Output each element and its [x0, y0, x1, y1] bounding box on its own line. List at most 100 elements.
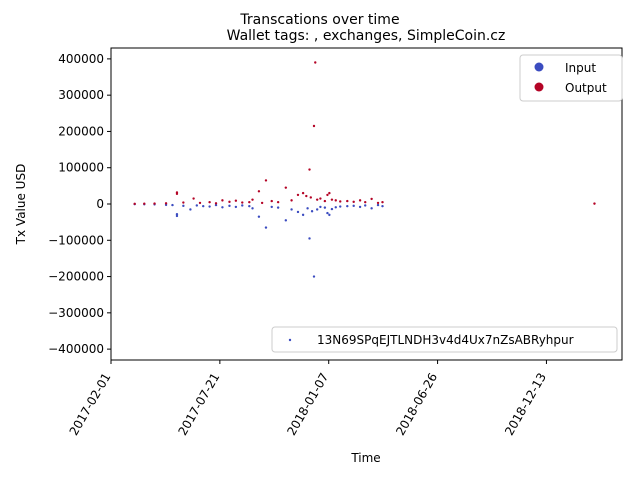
data-point-output [352, 200, 355, 204]
data-point-input [370, 207, 373, 210]
data-point-input [352, 204, 355, 208]
data-point-input [323, 206, 327, 209]
data-point-input [257, 215, 261, 218]
data-point-input [264, 226, 268, 229]
data-point-output [593, 202, 596, 205]
data-point-input [221, 206, 224, 209]
y-tick-label: 400000 [58, 52, 104, 66]
data-point-output [257, 190, 261, 193]
chart-suptitle: Transcations over time [239, 12, 399, 28]
y-tick-label: 200000 [58, 124, 104, 138]
data-point-output [309, 196, 312, 199]
y-tick-label: −300000 [48, 306, 104, 320]
data-point-output [192, 197, 195, 200]
data-point-output [221, 199, 224, 202]
address-legend: 13N69SPqEJTLNDH3v4d4Ux7nZsABRyhpur [271, 326, 618, 353]
data-point-output [270, 199, 273, 203]
address-legend-marker [288, 338, 292, 342]
legend-input-marker [534, 62, 544, 72]
data-point-output [358, 199, 362, 202]
data-point-output [370, 197, 373, 201]
data-point-output [234, 199, 238, 202]
data-point-input [306, 207, 309, 210]
data-point-output [314, 61, 317, 64]
legend-box [519, 54, 623, 102]
x-tick-label: 2017-07-21 [175, 371, 222, 438]
data-point-input [195, 204, 199, 207]
data-point-output [260, 201, 264, 205]
data-point-input [234, 205, 238, 209]
y-tick-label: 0 [96, 197, 104, 211]
data-point-input [312, 275, 316, 278]
data-point-output [328, 191, 331, 195]
y-tick-label: −100000 [48, 233, 104, 247]
data-point-output [339, 200, 342, 203]
y-tick-label: −200000 [48, 270, 104, 284]
data-point-output [198, 201, 202, 205]
data-point-output [153, 202, 156, 205]
data-point-input [381, 204, 384, 208]
address-legend-box [271, 326, 618, 353]
data-point-input [339, 205, 342, 208]
data-point-input [228, 204, 231, 208]
data-point-input [358, 205, 362, 209]
data-point-input [308, 237, 311, 240]
data-point-output [143, 202, 146, 205]
y-tick-label: −400000 [48, 342, 104, 356]
data-point-input [376, 203, 380, 207]
y-axis-label: Tx Value USD [14, 164, 28, 246]
data-point-input [270, 205, 273, 209]
data-point-output [251, 198, 254, 201]
data-point-input [251, 207, 254, 210]
data-point-input [175, 214, 179, 218]
x-tick-label: 2018-01-07 [284, 371, 331, 438]
data-point-input [202, 204, 205, 208]
data-point-output [323, 199, 327, 203]
data-point-output [319, 197, 322, 200]
chart-title: Wallet tags: , exchanges, SimpleCoin.cz [227, 28, 506, 44]
data-point-input [319, 205, 322, 209]
data-point-input [214, 203, 218, 207]
data-point-output [284, 186, 288, 189]
y-tick-label: 100000 [58, 161, 104, 175]
data-point-input [326, 211, 329, 215]
data-point-input [284, 219, 288, 222]
data-point-output [312, 124, 316, 128]
legend-output-marker [534, 82, 544, 92]
data-point-output [376, 201, 380, 205]
data-markers [133, 61, 596, 278]
data-point-output [305, 194, 308, 198]
legend-output-label: Output [565, 81, 607, 95]
x-axis-label: Time [350, 451, 380, 465]
data-point-output [208, 200, 211, 204]
data-point-input [315, 208, 319, 211]
data-point-output [301, 191, 305, 195]
data-point-output [308, 168, 311, 171]
data-point-output [264, 179, 268, 182]
data-point-output [330, 198, 334, 201]
data-point-input [296, 210, 300, 214]
data-point-input [330, 207, 334, 211]
address-legend-label: 13N69SPqEJTLNDH3v4d4Ux7nZsABRyhpur [317, 333, 574, 347]
data-point-output [133, 202, 136, 206]
data-point-input [189, 208, 192, 211]
x-tick-label: 2017-02-01 [67, 371, 114, 438]
data-point-output [364, 200, 367, 204]
data-point-input [208, 205, 211, 208]
data-point-output [315, 198, 319, 201]
data-point-output [182, 201, 185, 204]
data-point-input [182, 204, 185, 208]
data-point-input [290, 208, 293, 211]
data-point-output [276, 200, 280, 204]
data-point-output [175, 191, 179, 194]
x-tick-label: 2018-06-26 [393, 371, 440, 438]
data-point-input [248, 204, 251, 208]
x-axis: 2017-02-01 2017-07-21 2018-01-07 2018-06-26… [67, 360, 549, 438]
data-point-input [310, 210, 314, 213]
data-point-output [381, 200, 384, 204]
data-point-output [296, 193, 300, 197]
data-point-input [346, 204, 349, 208]
data-point-output [241, 201, 244, 204]
data-point-input [364, 204, 367, 207]
